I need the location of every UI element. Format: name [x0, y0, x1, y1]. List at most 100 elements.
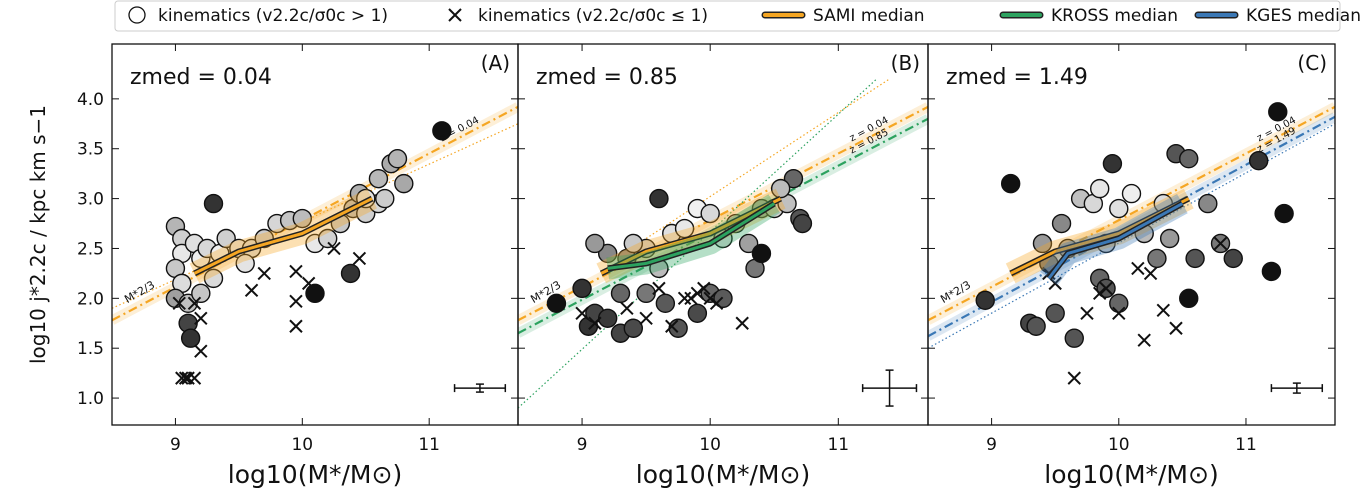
- data-point-x: [575, 306, 589, 321]
- reference-line: [645, 78, 890, 239]
- panel: z = 0.04z = 1.49M*2/39 10 11(C)zmed = 1.49…: [927, 43, 1336, 489]
- plot-area: [518, 78, 928, 409]
- y-axis-label: log10 j*2.2c / kpc km s−1: [26, 105, 50, 364]
- data-point-x: [639, 311, 653, 325]
- panel-annotation: zmed = 0.85: [536, 65, 678, 90]
- data-point-x: [677, 291, 692, 306]
- data-point: [770, 178, 791, 199]
- median-line: [600, 197, 782, 275]
- data-point: [394, 173, 414, 194]
- data-point: [180, 328, 201, 348]
- data-point: [668, 318, 688, 338]
- legend-label: kinematics (v2.2c/σ0c ≤ 1): [478, 6, 708, 26]
- data-point-x: [735, 316, 749, 330]
- data-point: [1102, 153, 1123, 174]
- data-point: [368, 168, 389, 189]
- data-point-x: [187, 371, 202, 385]
- data-point: [623, 233, 644, 254]
- data-point: [1261, 261, 1282, 282]
- data-point: [636, 283, 656, 304]
- x-tick-label: 11: [1235, 435, 1257, 455]
- data-point: [203, 193, 224, 214]
- data-point: [1064, 328, 1084, 348]
- data-point: [585, 233, 605, 254]
- data-point: [1000, 173, 1021, 194]
- data-point: [597, 243, 618, 264]
- data-point: [1121, 183, 1142, 204]
- panel-annotation: zmed = 1.49: [946, 65, 1088, 90]
- y-tick-label: 4.0: [77, 90, 104, 110]
- x-axis-label: log10(M*/M⊙): [636, 460, 810, 489]
- data-point-x: [289, 294, 303, 309]
- reference-line: [518, 78, 878, 409]
- plot-area: [112, 102, 518, 385]
- data-point-x: [289, 264, 303, 279]
- x-tick-label: 10: [291, 435, 313, 455]
- data-point: [674, 218, 695, 239]
- data-point: [1109, 293, 1129, 314]
- data-point-x: [1092, 286, 1107, 301]
- legend-marker: [448, 8, 462, 22]
- legend-label: KGES median: [1246, 6, 1360, 26]
- data-point: [432, 121, 452, 141]
- legend-label: SAMI median: [813, 6, 925, 26]
- data-point: [235, 253, 255, 274]
- data-point-x: [257, 266, 271, 281]
- data-point-x: [175, 371, 189, 385]
- data-point: [597, 308, 618, 328]
- legend-label: KROSS median: [1051, 6, 1178, 26]
- axes-frame: [927, 43, 1336, 426]
- data-point: [387, 148, 408, 169]
- data-point-x: [352, 251, 367, 266]
- data-point: [713, 288, 733, 309]
- data-point: [292, 208, 313, 229]
- data-point: [191, 283, 211, 304]
- data-point-x: [1156, 303, 1171, 318]
- median-line: [193, 197, 373, 275]
- data-point: [340, 263, 361, 284]
- data-point: [546, 293, 567, 314]
- legend-marker: [128, 6, 146, 24]
- data-point: [1268, 102, 1288, 122]
- data-point: [792, 213, 813, 234]
- data-point: [1147, 248, 1167, 269]
- data-point-x: [187, 296, 202, 311]
- data-point-x: [1080, 306, 1094, 321]
- legend: kinematics (v2.2c/σ0c > 1) kinematics (v2…: [128, 6, 1360, 26]
- data-point-x: [690, 286, 705, 301]
- data-point: [655, 293, 676, 314]
- y-tick-label: 3.5: [77, 140, 104, 160]
- data-point-x: [1067, 371, 1081, 385]
- data-point: [1223, 248, 1243, 269]
- panel-annotation: zmed = 0.04: [130, 65, 272, 90]
- y-tick-label: 2.0: [77, 289, 104, 309]
- legend-label: kinematics (v2.2c/σ0c > 1): [158, 6, 388, 26]
- data-point-x: [1131, 261, 1145, 276]
- data-point-x: [194, 311, 208, 325]
- data-point: [751, 243, 772, 264]
- data-point: [687, 303, 708, 323]
- x-tick-label: 10: [699, 435, 721, 455]
- data-point: [738, 233, 759, 254]
- data-point-x: [684, 291, 698, 306]
- data-point: [317, 228, 338, 249]
- data-point-x: [181, 371, 195, 385]
- y-tick-label: 2.5: [77, 239, 104, 259]
- data-point: [572, 278, 592, 299]
- data-point: [203, 268, 224, 289]
- data-point: [216, 228, 236, 249]
- y-tick-label: 1.5: [77, 339, 104, 359]
- data-point-x: [244, 283, 259, 298]
- x-tick-label: 9: [170, 435, 181, 455]
- data-point-x: [709, 296, 724, 311]
- median-line: [1047, 202, 1184, 280]
- data-point-x: [697, 281, 711, 296]
- data-point: [649, 188, 669, 209]
- y-tick-label: 3.0: [77, 190, 104, 210]
- data-point-x: [652, 281, 666, 296]
- reference-line: [928, 123, 1335, 349]
- panel: z = 0.04M*2/39 10 111.01.52.02.53.03.54.0(…: [26, 43, 519, 489]
- plot-area: [928, 102, 1335, 385]
- data-point: [1274, 203, 1294, 224]
- x-axis-label: log10(M*/M⊙): [1044, 460, 1218, 489]
